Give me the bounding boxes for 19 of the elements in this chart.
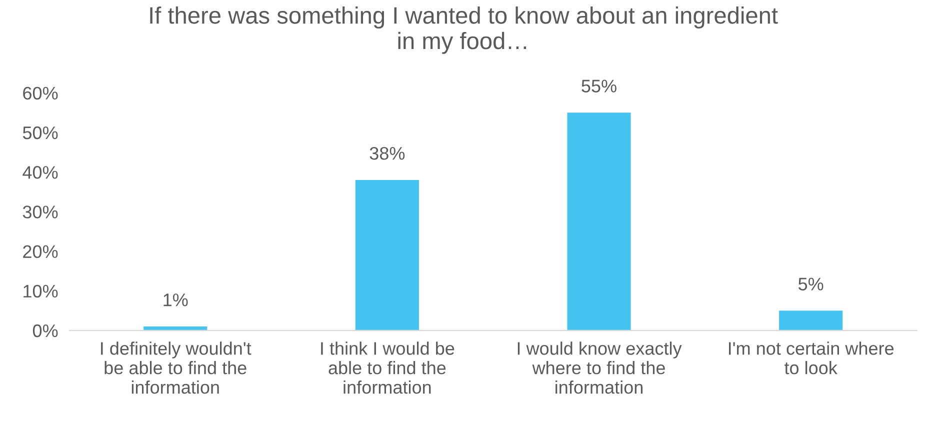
y-tick-label: 30% xyxy=(22,206,58,218)
data-label: 5% xyxy=(798,278,824,290)
bar xyxy=(567,112,631,330)
x-tick-label: I definitely wouldn't be able to find the information xyxy=(101,342,252,394)
y-tick-label: 50% xyxy=(22,126,58,140)
x-tick-label: I think I would be able to find the information xyxy=(321,342,454,394)
x-tick-label: I'm not certain where to look xyxy=(728,342,894,374)
y-tick-label: 60% xyxy=(23,86,58,100)
data-label: 38% xyxy=(370,146,405,160)
data-label: 1% xyxy=(164,294,188,306)
y-tick-label: 0% xyxy=(32,324,58,338)
y-tick-label: 20% xyxy=(23,245,58,258)
x-tick-label: I would know exactly where to find the information xyxy=(518,342,682,394)
y-tick-label: 10% xyxy=(24,284,58,298)
bar xyxy=(355,180,419,330)
chart-title: If there was something I wanted to know about an ingredient in my food… xyxy=(150,6,778,54)
bar xyxy=(779,310,843,330)
data-label: 55% xyxy=(582,80,616,92)
y-tick-label: 40% xyxy=(22,166,58,179)
